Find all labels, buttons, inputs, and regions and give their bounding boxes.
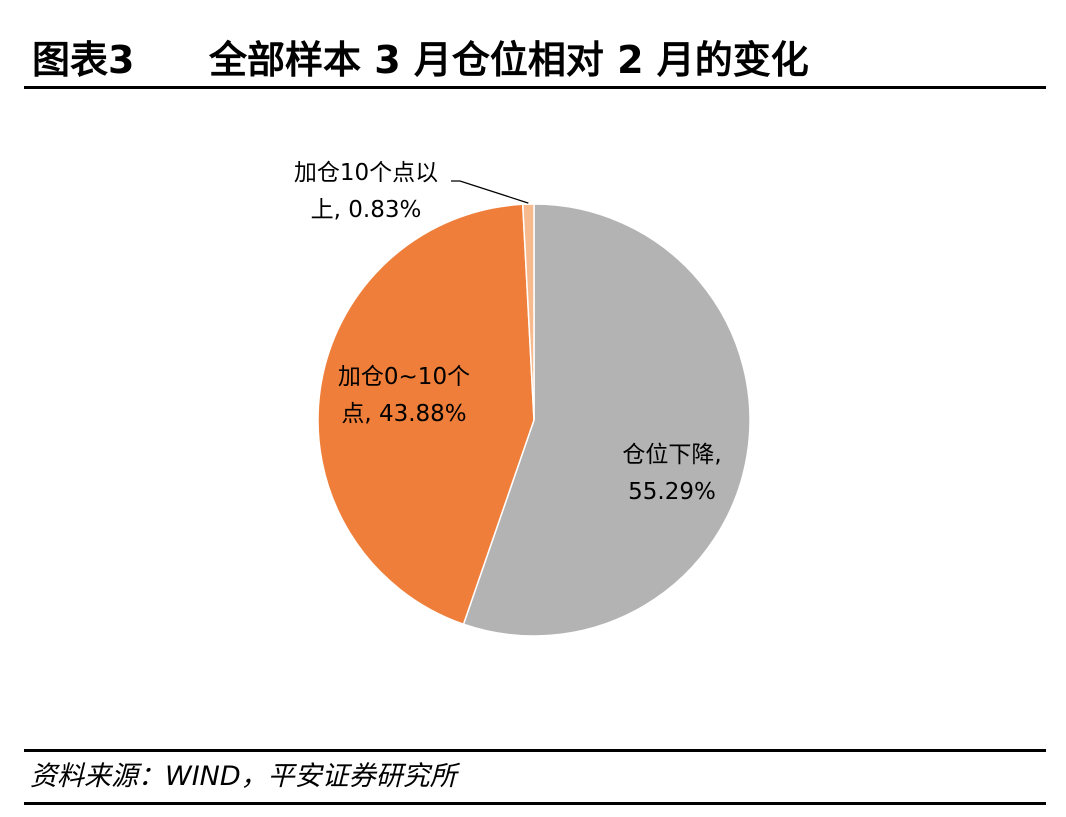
leader-lines (451, 180, 529, 204)
pie-slice-1 (462, 203, 751, 637)
pie-slice-2 (317, 203, 535, 626)
leader-line-3 (451, 180, 529, 204)
figure-label: 图表3 (32, 38, 135, 82)
source-footer: 资料来源：WIND，平安证券研究所 (24, 749, 1046, 805)
slice-label-3: 加仓10个点以上, 0.83% (294, 160, 438, 223)
pie-slices (317, 203, 751, 637)
figure-title: 全部样本 3 月仓位相对 2 月的变化 (209, 38, 809, 82)
pie-slice-3 (521, 203, 535, 421)
slice-labels: 仓位下降, 55.29% 加仓0~10个点, 43.88% 加仓10个点以上, 0.8… (294, 160, 722, 505)
figure-header: 图表3 全部样本 3 月仓位相对 2 月的变化 (24, 34, 1046, 89)
slice-label-2: 加仓0~10个点, 43.88% (338, 364, 470, 427)
slice-label-1: 仓位下降, 55.29% (622, 442, 721, 505)
source-note: 资料来源：WIND，平安证券研究所 (30, 761, 457, 792)
